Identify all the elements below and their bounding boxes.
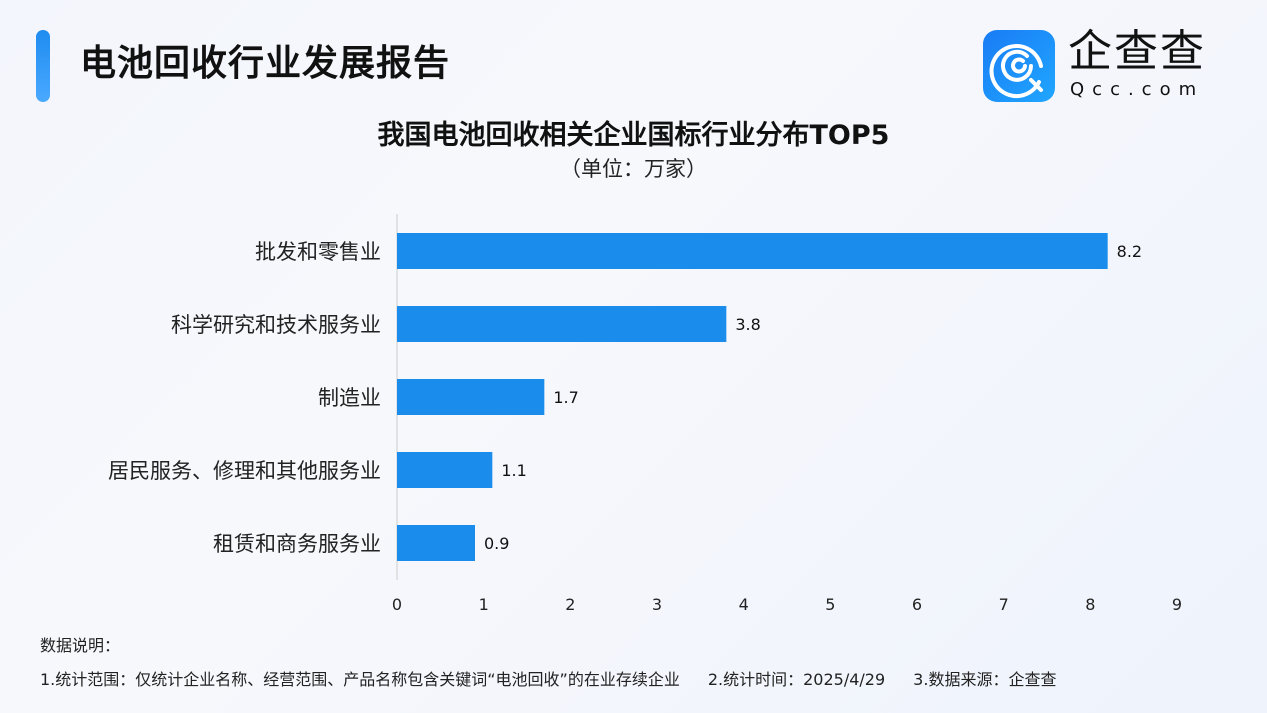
- value-label: 1.7: [553, 388, 578, 407]
- category-label: 批发和零售业: [255, 240, 381, 264]
- x-tick-label: 0: [392, 595, 402, 614]
- category-label: 制造业: [318, 386, 381, 410]
- chart-unit: （单位：万家）: [560, 157, 707, 181]
- bar: [397, 306, 727, 342]
- x-tick-label: 5: [825, 595, 835, 614]
- qcc-logo-icon: [983, 30, 1055, 102]
- category-label: 居民服务、修理和其他服务业: [108, 459, 381, 483]
- page-title: 电池回收行业发展报告: [80, 43, 451, 84]
- footer-note-source: 3.数据来源：企查查: [913, 670, 1057, 689]
- x-tick-label: 2: [565, 595, 575, 614]
- category-label: 科学研究和技术服务业: [171, 313, 381, 337]
- bar: [397, 379, 545, 415]
- footer-note-time: 2.统计时间：2025/4/29: [707, 670, 886, 689]
- x-tick-label: 7: [999, 595, 1009, 614]
- footer-note-scope: 1.统计范围：仅统计企业名称、经营范围、产品名称包含关键词“电池回收”的在业存续…: [40, 670, 680, 689]
- logo-text: 企查查: [1068, 26, 1206, 77]
- value-label: 8.2: [1117, 242, 1142, 261]
- bar: [397, 525, 475, 561]
- category-label: 租赁和商务服务业: [213, 532, 381, 556]
- x-tick-label: 1: [479, 595, 489, 614]
- x-tick-label: 3: [652, 595, 662, 614]
- value-label: 1.1: [501, 461, 526, 480]
- footer-heading: 数据说明：: [40, 636, 121, 655]
- title-accent-bar: [36, 30, 50, 102]
- bar: [397, 452, 493, 488]
- chart-title: 我国电池回收相关企业国标行业分布TOP5: [377, 120, 890, 151]
- value-label: 3.8: [735, 315, 760, 334]
- x-tick-label: 6: [912, 595, 922, 614]
- logo-subtext: Qcc.com: [1070, 79, 1205, 100]
- bar: [397, 233, 1108, 269]
- x-tick-label: 8: [1085, 595, 1095, 614]
- x-tick-label: 4: [739, 595, 749, 614]
- value-label: 0.9: [484, 534, 509, 553]
- footer-notes: 1.统计范围：仅统计企业名称、经营范围、产品名称包含关键词“电池回收”的在业存续…: [40, 670, 1056, 690]
- x-tick-label: 9: [1172, 595, 1182, 614]
